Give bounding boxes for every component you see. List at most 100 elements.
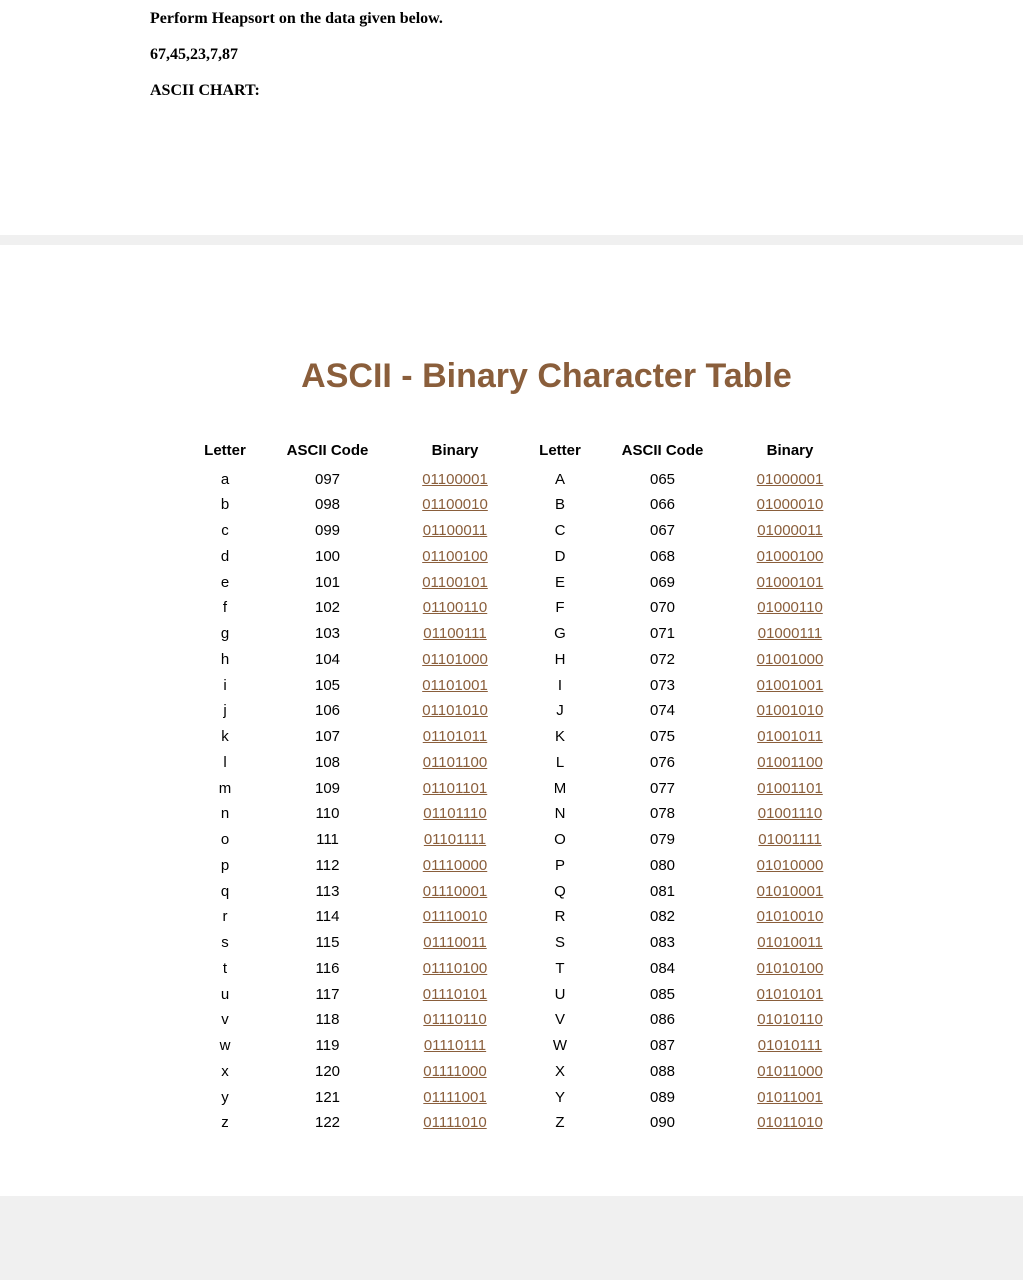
cell-binary-b2[interactable]: 01001110 (725, 801, 855, 827)
cell-binary-b1[interactable]: 01101100 (390, 750, 520, 776)
cell-binary-b1[interactable]: 01111000 (390, 1059, 520, 1085)
table-row: w11901110111W08701010111 (185, 1033, 855, 1059)
cell-binary-b1[interactable]: 01110001 (390, 879, 520, 905)
cell-code-c2: 074 (600, 698, 725, 724)
cell-binary-b2[interactable]: 01000011 (725, 518, 855, 544)
cell-lower-l1: x (185, 1059, 265, 1085)
cell-upper-l2: J (520, 698, 600, 724)
cell-binary-b1[interactable]: 01101011 (390, 724, 520, 750)
cell-code-c1: 109 (265, 776, 390, 802)
cell-binary-b2[interactable]: 01001101 (725, 776, 855, 802)
cell-binary-b2[interactable]: 01001100 (725, 750, 855, 776)
cell-upper-l2: Y (520, 1085, 600, 1111)
cell-binary-b1[interactable]: 01110100 (390, 956, 520, 982)
cell-binary-b1[interactable]: 01110011 (390, 930, 520, 956)
table-row: g10301100111G07101000111 (185, 621, 855, 647)
cell-code-c1: 117 (265, 982, 390, 1008)
cell-lower-l1: o (185, 827, 265, 853)
cell-code-c1: 107 (265, 724, 390, 750)
cell-code-c2: 072 (600, 647, 725, 673)
table-row: a09701100001A06501000001 (185, 467, 855, 493)
cell-binary-b2[interactable]: 01011000 (725, 1059, 855, 1085)
cell-binary-b2[interactable]: 01000001 (725, 467, 855, 493)
cell-lower-l1: c (185, 518, 265, 544)
cell-binary-b1[interactable]: 01101010 (390, 698, 520, 724)
cell-binary-b1[interactable]: 01110101 (390, 982, 520, 1008)
cell-binary-b2[interactable]: 01001011 (725, 724, 855, 750)
table-row: l10801101100L07601001100 (185, 750, 855, 776)
cell-binary-b2[interactable]: 01010110 (725, 1007, 855, 1033)
cell-code-c1: 116 (265, 956, 390, 982)
cell-code-c1: 111 (265, 827, 390, 853)
cell-binary-b2[interactable]: 01010100 (725, 956, 855, 982)
cell-binary-b2[interactable]: 01010101 (725, 982, 855, 1008)
cell-code-c1: 099 (265, 518, 390, 544)
table-header-row: Letter ASCII Code Binary Letter ASCII Co… (185, 438, 855, 467)
cell-binary-b1[interactable]: 01101110 (390, 801, 520, 827)
cell-code-c1: 102 (265, 595, 390, 621)
cell-lower-l1: t (185, 956, 265, 982)
cell-binary-b1[interactable]: 01101111 (390, 827, 520, 853)
cell-binary-b1[interactable]: 01100010 (390, 492, 520, 518)
cell-binary-b2[interactable]: 01001001 (725, 673, 855, 699)
cell-binary-b1[interactable]: 01111001 (390, 1085, 520, 1111)
cell-lower-l1: s (185, 930, 265, 956)
table-row: n11001101110N07801001110 (185, 801, 855, 827)
cell-code-c1: 103 (265, 621, 390, 647)
cell-lower-l1: r (185, 904, 265, 930)
cell-binary-b1[interactable]: 01101000 (390, 647, 520, 673)
cell-upper-l2: A (520, 467, 600, 493)
cell-lower-l1: u (185, 982, 265, 1008)
cell-lower-l1: e (185, 570, 265, 596)
cell-binary-b1[interactable]: 01101001 (390, 673, 520, 699)
cell-code-c1: 110 (265, 801, 390, 827)
cell-binary-b2[interactable]: 01010001 (725, 879, 855, 905)
cell-code-c1: 104 (265, 647, 390, 673)
cell-binary-b1[interactable]: 01110110 (390, 1007, 520, 1033)
cell-code-c2: 070 (600, 595, 725, 621)
cell-binary-b2[interactable]: 01001000 (725, 647, 855, 673)
cell-code-c2: 090 (600, 1110, 725, 1136)
cell-binary-b1[interactable]: 01100110 (390, 595, 520, 621)
cell-binary-b2[interactable]: 01010111 (725, 1033, 855, 1059)
cell-code-c1: 112 (265, 853, 390, 879)
cell-binary-b2[interactable]: 01000010 (725, 492, 855, 518)
cell-binary-b1[interactable]: 01110010 (390, 904, 520, 930)
cell-binary-b2[interactable]: 01010010 (725, 904, 855, 930)
cell-binary-b1[interactable]: 01100011 (390, 518, 520, 544)
col-header-binary: Binary (725, 438, 855, 467)
cell-binary-b2[interactable]: 01011010 (725, 1110, 855, 1136)
cell-code-c2: 076 (600, 750, 725, 776)
cell-binary-b2[interactable]: 01000100 (725, 544, 855, 570)
cell-binary-b1[interactable]: 01111010 (390, 1110, 520, 1136)
table-row: o11101101111O07901001111 (185, 827, 855, 853)
cell-upper-l2: M (520, 776, 600, 802)
cell-code-c2: 089 (600, 1085, 725, 1111)
cell-binary-b1[interactable]: 01100001 (390, 467, 520, 493)
cell-code-c2: 069 (600, 570, 725, 596)
cell-lower-l1: h (185, 647, 265, 673)
cell-binary-b2[interactable]: 01010000 (725, 853, 855, 879)
cell-binary-b2[interactable]: 01001111 (725, 827, 855, 853)
cell-binary-b1[interactable]: 01100100 (390, 544, 520, 570)
cell-code-c1: 119 (265, 1033, 390, 1059)
cell-binary-b2[interactable]: 01000101 (725, 570, 855, 596)
table-row: k10701101011K07501001011 (185, 724, 855, 750)
cell-binary-b1[interactable]: 01110111 (390, 1033, 520, 1059)
table-row: f10201100110F07001000110 (185, 595, 855, 621)
cell-upper-l2: D (520, 544, 600, 570)
cell-binary-b1[interactable]: 01100101 (390, 570, 520, 596)
cell-binary-b2[interactable]: 01000110 (725, 595, 855, 621)
cell-binary-b2[interactable]: 01011001 (725, 1085, 855, 1111)
cell-code-c2: 083 (600, 930, 725, 956)
cell-binary-b1[interactable]: 01100111 (390, 621, 520, 647)
cell-code-c2: 080 (600, 853, 725, 879)
cell-binary-b2[interactable]: 01001010 (725, 698, 855, 724)
cell-binary-b2[interactable]: 01010011 (725, 930, 855, 956)
cell-code-c1: 113 (265, 879, 390, 905)
cell-lower-l1: m (185, 776, 265, 802)
cell-upper-l2: H (520, 647, 600, 673)
cell-binary-b2[interactable]: 01000111 (725, 621, 855, 647)
cell-binary-b1[interactable]: 01101101 (390, 776, 520, 802)
cell-binary-b1[interactable]: 01110000 (390, 853, 520, 879)
